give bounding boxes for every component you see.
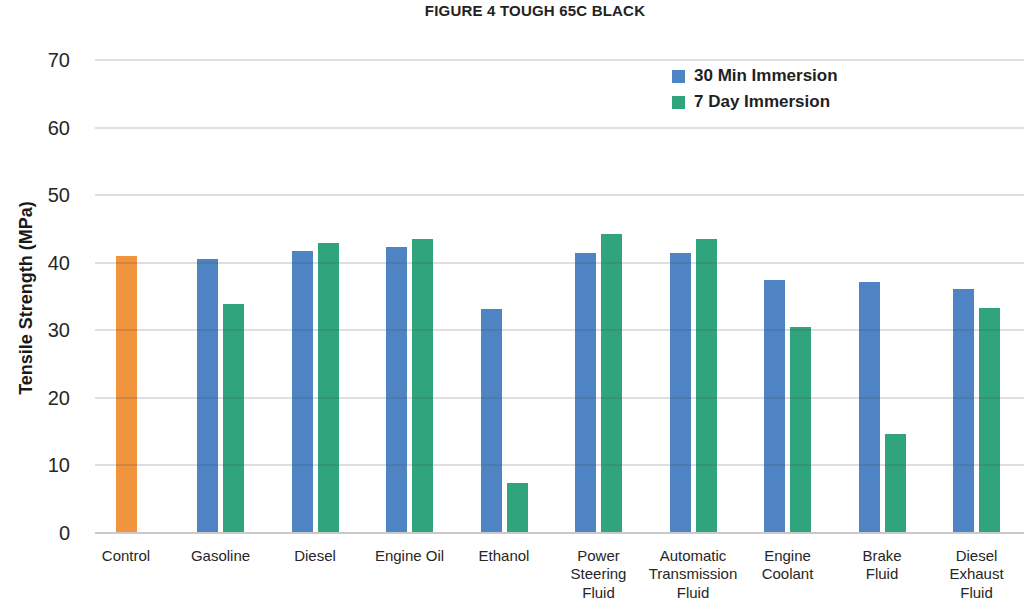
legend-item-7-day: 7 Day Immersion [672, 92, 838, 112]
bar-power-steering-fluid-30-min-immersion [575, 253, 596, 533]
bar-brake-fluid-7-day-immersion [885, 434, 906, 533]
y-tick-30: 30 [0, 319, 70, 342]
gridline-10 [95, 464, 1024, 466]
gridline-70 [95, 59, 1024, 61]
bar-automatic-transmission-fluid-7-day-immersion [696, 239, 717, 533]
bar-engine-oil-7-day-immersion [412, 239, 433, 533]
gridline-60 [95, 127, 1024, 129]
y-tick-60: 60 [0, 116, 70, 139]
bar-gasoline-7-day-immersion [223, 304, 244, 533]
legend-label-30-min: 30 Min Immersion [694, 66, 838, 86]
bar-diesel-exhaust-fluid-7-day-immersion [979, 308, 1000, 533]
bar-diesel-30-min-immersion [292, 251, 313, 533]
legend-swatch-7-day-icon [672, 96, 685, 109]
legend-swatch-30-min-icon [672, 70, 685, 83]
legend-item-30-min: 30 Min Immersion [672, 66, 838, 86]
bar-automatic-transmission-fluid-30-min-immersion [670, 253, 691, 533]
gridline-50 [95, 194, 1024, 196]
bar-diesel-exhaust-fluid-30-min-immersion [953, 289, 974, 533]
bar-diesel-7-day-immersion [318, 243, 339, 533]
y-tick-10: 10 [0, 454, 70, 477]
bar-control-control [116, 256, 137, 533]
bar-power-steering-fluid-7-day-immersion [601, 234, 622, 533]
legend-label-7-day: 7 Day Immersion [694, 92, 830, 112]
y-axis-title: Tensile Strength (MPa) [16, 201, 37, 395]
chart-title: FIGURE 4 TOUGH 65C BLACK [0, 2, 1024, 19]
legend: 30 Min Immersion 7 Day Immersion [672, 66, 838, 112]
bar-chart: FIGURE 4 TOUGH 65C BLACK Tensile Strengt… [0, 0, 1024, 606]
bar-engine-coolant-30-min-immersion [764, 280, 785, 533]
bar-ethanol-7-day-immersion [507, 483, 528, 533]
bar-engine-oil-30-min-immersion [386, 247, 407, 533]
bar-engine-coolant-7-day-immersion [790, 327, 811, 533]
gridline-20 [95, 397, 1024, 399]
bar-brake-fluid-30-min-immersion [859, 282, 880, 533]
bar-ethanol-30-min-immersion [481, 309, 502, 533]
y-tick-70: 70 [0, 49, 70, 72]
x-label-diesel-exhaust-fluid: DieselExhaustFluid [912, 547, 1024, 602]
x-axis-line [95, 532, 1024, 534]
y-tick-0: 0 [0, 522, 70, 545]
y-tick-40: 40 [0, 251, 70, 274]
bar-gasoline-30-min-immersion [197, 259, 218, 533]
y-tick-20: 20 [0, 386, 70, 409]
gridline-40 [95, 262, 1024, 264]
y-tick-50: 50 [0, 184, 70, 207]
gridline-30 [95, 329, 1024, 331]
